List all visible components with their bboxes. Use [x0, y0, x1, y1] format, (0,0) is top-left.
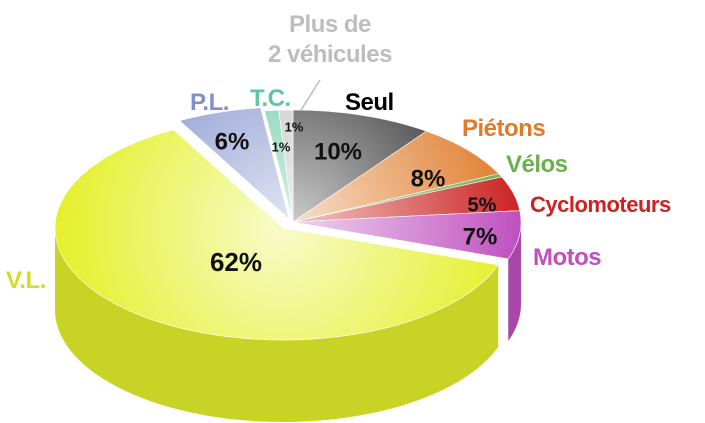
slice — [54, 129, 499, 341]
slice — [292, 109, 428, 223]
slice-side — [508, 222, 521, 341]
category-label: Piétons — [462, 115, 546, 142]
value-label: 62% — [210, 247, 262, 277]
value-label: 1% — [272, 139, 291, 154]
value-label: 5% — [468, 194, 497, 216]
slice — [292, 210, 522, 260]
value-label: 10% — [314, 138, 362, 165]
value-label: 1% — [285, 119, 304, 134]
category-label: Plus de 2 véhicules — [268, 11, 392, 68]
slice — [278, 109, 294, 223]
category-label: Cyclomoteurs — [530, 192, 671, 217]
category-label: Vélos — [506, 151, 568, 178]
slice — [292, 130, 500, 223]
slice — [179, 107, 290, 220]
value-label: 8% — [411, 165, 446, 192]
value-label: 6% — [215, 128, 250, 155]
value-label: 7% — [463, 223, 498, 250]
category-label: Motos — [533, 244, 602, 271]
category-label: T.C. — [250, 85, 291, 112]
category-label: Seul — [345, 89, 394, 116]
category-label: V.L. — [6, 267, 46, 294]
slice-side — [55, 228, 499, 423]
category-label: P.L. — [190, 89, 229, 116]
